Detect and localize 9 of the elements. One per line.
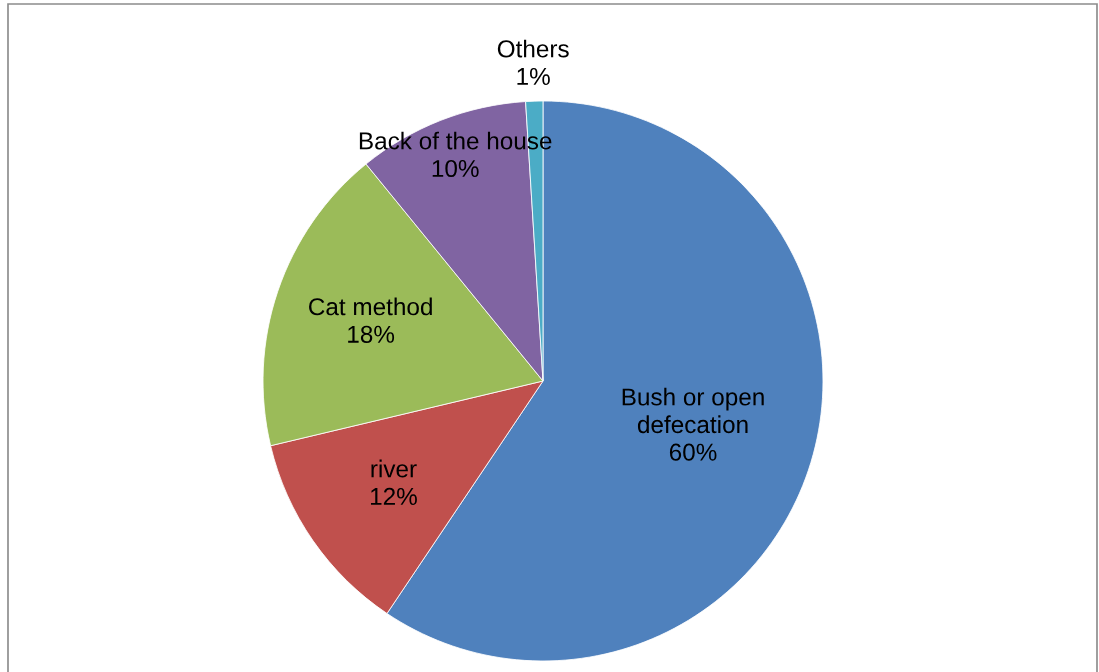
- data-label: 18%: [348, 325, 395, 343]
- data-label: 10%: [432, 159, 479, 178]
- data-label: 12%: [371, 487, 417, 505]
- data-label: 1%: [517, 67, 550, 85]
- slice-label: Bush or open defecation: [622, 387, 764, 434]
- slice-label: Cat method: [309, 297, 432, 316]
- data-label: 60%: [669, 443, 717, 461]
- slice-label: Others: [497, 39, 569, 58]
- slice-label: river: [371, 459, 417, 478]
